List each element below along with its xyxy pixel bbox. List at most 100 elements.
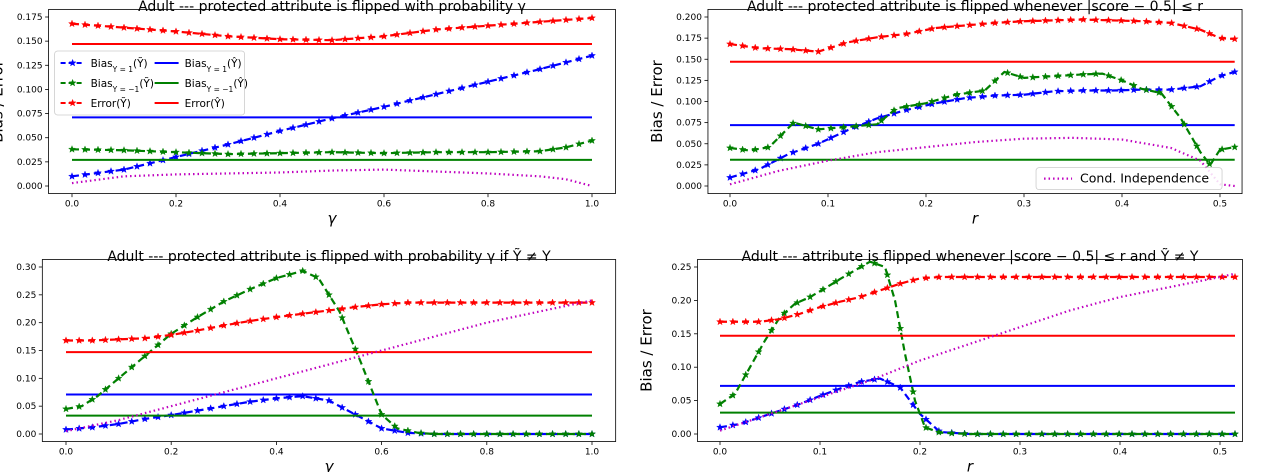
data-point-marker (1104, 16, 1113, 24)
data-point-marker (870, 288, 879, 296)
data-point-marker (1179, 272, 1188, 281)
data-point-marker (726, 173, 734, 181)
y-tick-label: 0.20 (671, 296, 691, 306)
data-point-marker (172, 148, 180, 156)
data-point-marker (341, 35, 349, 43)
data-point-marker (315, 117, 323, 125)
data-point-marker (1102, 429, 1111, 438)
data-point-marker (311, 394, 320, 402)
data-point-marker (574, 429, 583, 438)
data-point-marker (1012, 429, 1021, 438)
data-point-marker (88, 423, 97, 431)
data-point-marker (1025, 272, 1033, 281)
data-point-marker (417, 298, 426, 307)
data-point-marker (751, 166, 760, 174)
data-point-marker (458, 83, 466, 92)
data-point-marker (927, 97, 936, 105)
data-point-marker (814, 47, 823, 55)
data-point-marker (107, 145, 115, 154)
data-point-marker (237, 32, 245, 41)
data-point-marker (417, 428, 426, 437)
data-point-marker (120, 146, 128, 154)
data-point-marker (338, 304, 347, 313)
data-point-marker (915, 27, 924, 35)
data-point-marker (75, 336, 84, 344)
data-point-marker (990, 76, 999, 85)
data-point-marker (814, 125, 823, 133)
y-tick-label: 0.25 (16, 291, 36, 301)
y-tick-label: 0.10 (671, 363, 691, 373)
data-point-marker (751, 43, 760, 52)
data-point-marker (902, 29, 911, 38)
y-tick-label: 0.100 (676, 98, 702, 108)
y-tick-label: 0.050 (676, 140, 702, 150)
y-tick-label: 0.175 (17, 13, 43, 23)
x-tick-label: 0.4 (269, 448, 284, 458)
data-point-marker (1050, 429, 1059, 438)
data-point-marker (741, 317, 750, 326)
y-tick-label: 0.200 (676, 13, 702, 23)
y-tick-label: 0.150 (676, 55, 702, 65)
data-point-marker (1230, 67, 1239, 76)
data-point-marker (393, 148, 401, 157)
data-point-marker (159, 147, 167, 156)
data-point-marker (81, 20, 89, 29)
data-point-marker (780, 313, 789, 322)
data-point-marker (1076, 429, 1085, 438)
x-tick-label: 0.8 (481, 200, 496, 210)
data-point-marker (1192, 272, 1201, 281)
data-point-marker (839, 123, 848, 131)
data-point-marker (484, 21, 492, 30)
data-point-marker (377, 300, 386, 308)
data-point-marker (960, 272, 969, 281)
legend-label: BiasY = 1(Ŷ) (185, 57, 242, 74)
data-point-marker (81, 170, 89, 179)
data-point-marker (1205, 159, 1214, 168)
data-point-marker (1180, 21, 1189, 30)
x-tick-label: 0.1 (821, 200, 835, 210)
data-point-marker (62, 425, 70, 433)
data-point-marker (857, 292, 866, 300)
data-point-marker (380, 32, 388, 40)
data-point-marker (890, 31, 898, 39)
data-point-marker (716, 399, 724, 408)
data-point-marker (419, 148, 427, 156)
data-point-marker (114, 374, 123, 382)
data-point-marker (831, 298, 840, 307)
data-point-marker (857, 262, 866, 270)
data-point-marker (927, 99, 936, 108)
chart-title: Adult --- protected attribute is flipped… (747, 0, 1203, 15)
data-point-marker (1205, 429, 1214, 438)
data-point-marker (154, 412, 163, 421)
data-point-marker (276, 35, 284, 43)
data-point-marker (726, 39, 734, 48)
data-point-marker (259, 395, 268, 404)
data-point-marker (276, 149, 284, 157)
data-point-marker (909, 276, 918, 284)
legend-box (1035, 167, 1223, 191)
data-point-marker (364, 301, 373, 310)
data-point-marker (978, 19, 987, 28)
y-tick-label: 0.150 (17, 37, 43, 47)
data-point-marker (728, 420, 737, 429)
data-point-marker (406, 28, 414, 37)
data-point-marker (561, 429, 570, 438)
data-point-marker (1117, 75, 1126, 84)
data-point-marker (1076, 272, 1085, 281)
data-point-marker (224, 140, 232, 148)
data-point-marker (1041, 88, 1050, 96)
y-tick-label: 0.000 (676, 182, 702, 192)
data-point-marker (88, 395, 97, 403)
legend: Cond. Independence (1035, 167, 1223, 191)
data-point-marker (509, 429, 518, 438)
x-tick-label: 0.5 (1213, 200, 1227, 210)
data-point-marker (351, 302, 360, 311)
data-point-marker (940, 97, 949, 106)
data-point-marker (953, 90, 962, 98)
y-tick-label: 0.025 (17, 158, 43, 168)
data-point-marker (801, 46, 810, 54)
data-point-marker (325, 306, 333, 314)
data-point-marker (140, 334, 149, 342)
data-point-marker (776, 44, 785, 53)
data-point-marker (354, 108, 362, 116)
